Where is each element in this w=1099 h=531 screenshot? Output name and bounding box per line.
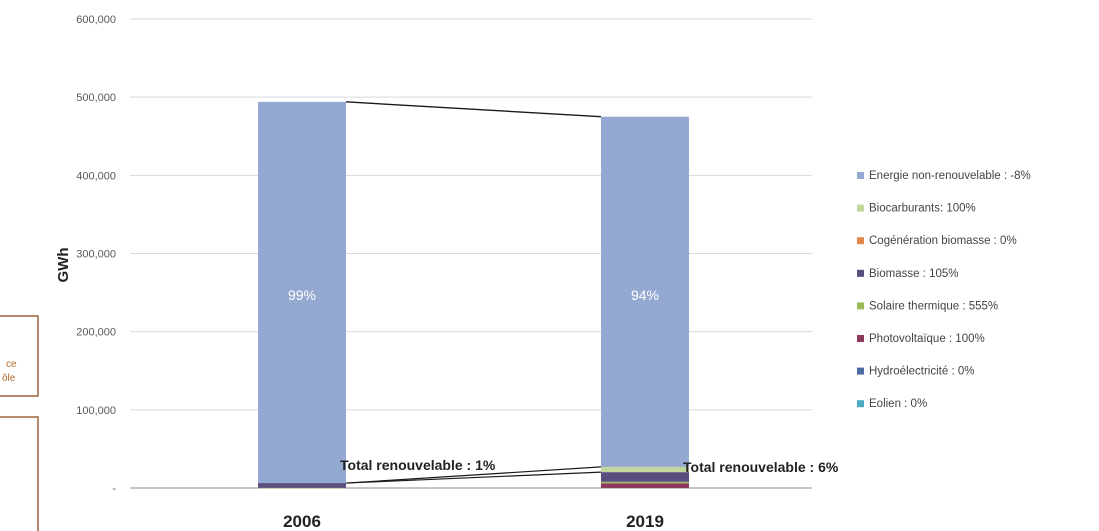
bar-segment [601,466,689,473]
total-annotations: Total renouvelable : 1% Total renouvelabl… [340,457,839,475]
bar-percent-label: 94% [631,287,659,303]
series-line [345,466,602,484]
y-axis-ticks: - 100,000 200,000 300,000 400,000 500,000 600,… [76,14,116,495]
bar-segment [258,487,346,489]
bars [258,101,689,489]
side-box-bottom [0,416,39,531]
x-category-label: 2006 [283,512,321,531]
legend-swatch [857,302,864,310]
legend-label: Energie non-renouvelable : -8% [869,170,1031,182]
side-text-2: ôle [2,373,16,384]
total-renouvelable-label: Total renouvelable : 6% [683,459,839,475]
bar-percent-label: 99% [288,287,316,303]
bar-segment [258,483,346,488]
y-tick-label: 400,000 [76,170,116,182]
gridlines [130,18,812,411]
legend-swatch [857,400,864,408]
legend-label: Biomasse : 105% [869,268,959,280]
y-tick-label: 300,000 [76,249,116,261]
bar-segment [601,481,689,484]
legend-label: Cogénération biomasse : 0% [869,235,1017,247]
x-category-label: 2019 [626,512,664,531]
legend-swatch [857,269,864,277]
bar-percent-labels: 99% 94% [288,287,659,303]
legend-label: Hydroélectricité : 0% [869,366,974,378]
series-line [345,101,602,118]
connector-lines [345,101,602,484]
bar-segment [601,116,689,467]
legend-swatch [857,335,864,342]
y-tick-label: 100,000 [76,405,116,417]
legend-label: Eolien : 0% [869,398,927,410]
y-tick-label: 500,000 [76,92,116,104]
category-labels: 2006 2019 [283,512,664,531]
side-panel: ce ôle [0,315,39,531]
y-tick-label: - [112,483,116,495]
legend: Energie non-renouvelable : -8% Biocarbura… [857,170,1031,410]
bar-segment [601,483,689,488]
y-tick-label: 600,000 [76,14,116,26]
bar-segment [258,101,346,484]
total-renouvelable-label: Total renouvelable : 1% [340,457,496,473]
legend-label: Solaire thermique : 555% [869,300,998,312]
side-box-top [0,315,39,397]
legend-swatch [857,367,864,375]
side-text-1: ce [6,359,17,370]
series-line [345,471,602,484]
legend-label: Photovoltaïque : 100% [869,333,985,345]
legend-swatch [857,237,864,245]
legend-swatch [857,204,864,212]
y-axis-label: GWh [55,248,72,283]
legend-label: Biocarburants: 100% [869,203,976,215]
bar-segment [601,472,689,482]
legend-swatch [857,172,864,179]
y-tick-label: 200,000 [76,327,116,339]
